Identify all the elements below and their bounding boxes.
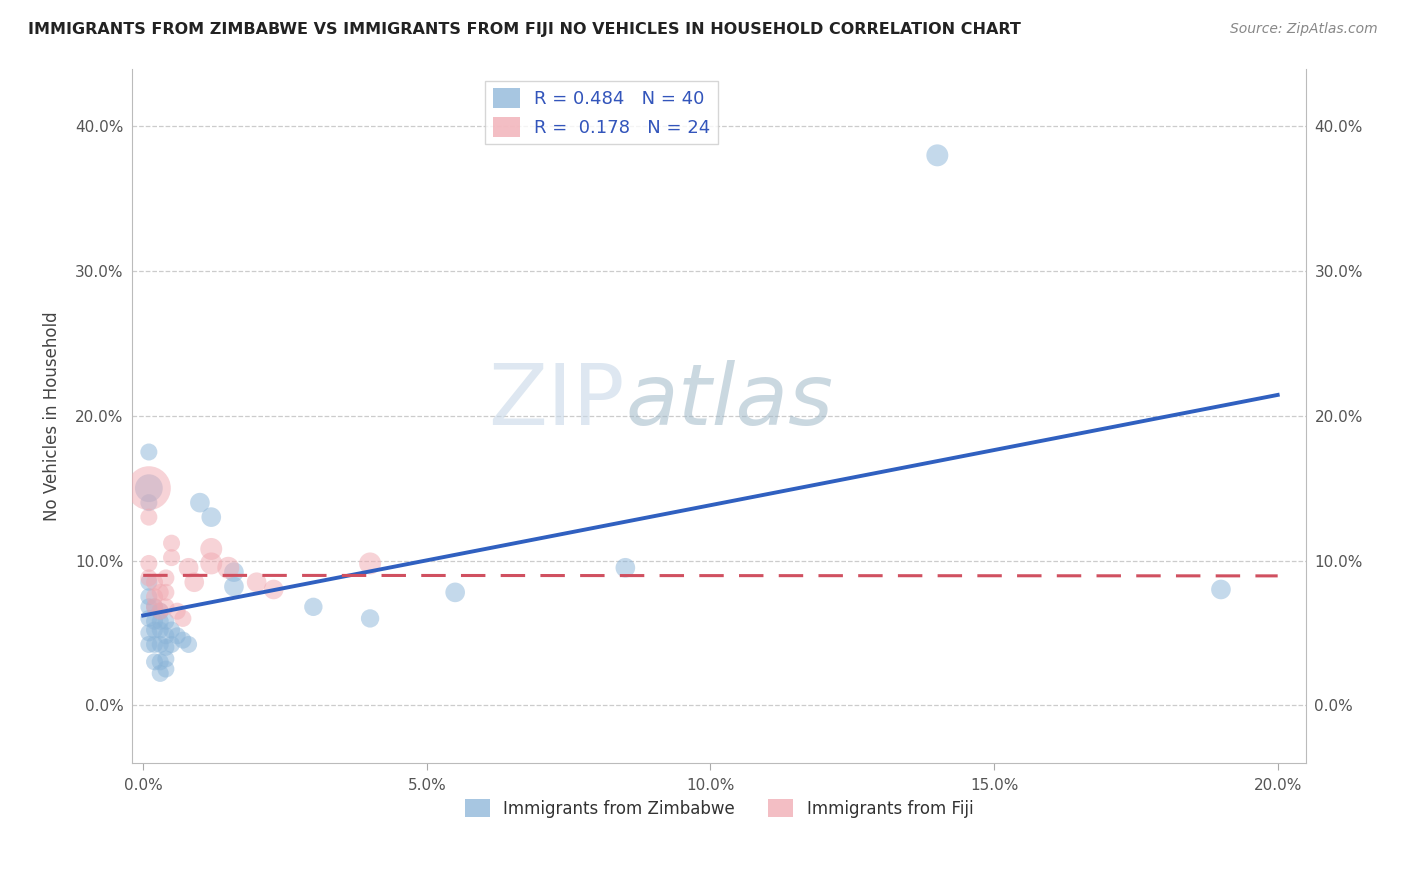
Point (160, 623, 183, 637)
Point (149, 655, 172, 669)
Point (160, 637, 183, 651)
Point (138, 575, 160, 590)
Point (138, 590, 160, 604)
Point (359, 611, 381, 625)
Point (160, 536, 183, 550)
Point (160, 550, 183, 565)
Point (149, 604, 172, 618)
Point (359, 557, 381, 571)
Point (200, 541, 222, 556)
Point (155, 662, 177, 676)
Text: Source: ZipAtlas.com: Source: ZipAtlas.com (1230, 22, 1378, 37)
Point (155, 571, 177, 585)
Point (222, 580, 245, 594)
Point (614, 561, 637, 575)
Point (149, 604, 172, 618)
Point (143, 615, 166, 629)
Point (138, 481, 160, 495)
Text: ZIP: ZIP (488, 360, 626, 443)
Point (138, 571, 160, 585)
Point (155, 585, 177, 599)
Point (143, 655, 166, 669)
Point (138, 496, 160, 510)
Point (138, 557, 160, 571)
Point (138, 637, 160, 651)
Point (149, 637, 172, 651)
Point (143, 599, 166, 614)
Point (155, 640, 177, 655)
Point (155, 599, 177, 614)
Point (149, 585, 172, 599)
Point (166, 629, 188, 643)
Point (143, 637, 166, 651)
Point (217, 561, 239, 575)
Point (143, 599, 166, 614)
Point (149, 615, 172, 629)
Point (138, 445, 160, 459)
Point (149, 666, 172, 681)
Point (188, 496, 211, 510)
Point (138, 510, 160, 524)
Point (246, 575, 269, 590)
Text: IMMIGRANTS FROM ZIMBABWE VS IMMIGRANTS FROM FIJI NO VEHICLES IN HOUSEHOLD CORREL: IMMIGRANTS FROM ZIMBABWE VS IMMIGRANTS F… (28, 22, 1021, 37)
Point (444, 585, 467, 599)
Legend: Immigrants from Zimbabwe, Immigrants from Fiji: Immigrants from Zimbabwe, Immigrants fro… (458, 792, 980, 824)
Y-axis label: No Vehicles in Household: No Vehicles in Household (44, 311, 60, 521)
Point (927, 148, 949, 162)
Point (138, 599, 160, 614)
Point (172, 611, 194, 625)
Point (200, 510, 222, 524)
Point (138, 626, 160, 640)
Point (143, 575, 166, 590)
Point (302, 599, 325, 614)
Point (1209, 582, 1232, 597)
Point (143, 623, 166, 637)
Point (149, 623, 172, 637)
Point (155, 629, 177, 643)
Point (143, 590, 166, 604)
Point (155, 652, 177, 666)
Point (177, 637, 200, 651)
Point (138, 481, 160, 495)
Point (138, 611, 160, 625)
Point (183, 575, 205, 590)
Point (172, 633, 194, 648)
Point (166, 604, 188, 618)
Point (263, 582, 285, 597)
Point (222, 565, 245, 579)
Point (177, 561, 200, 575)
Text: atlas: atlas (626, 360, 832, 443)
Point (200, 557, 222, 571)
Point (155, 615, 177, 629)
